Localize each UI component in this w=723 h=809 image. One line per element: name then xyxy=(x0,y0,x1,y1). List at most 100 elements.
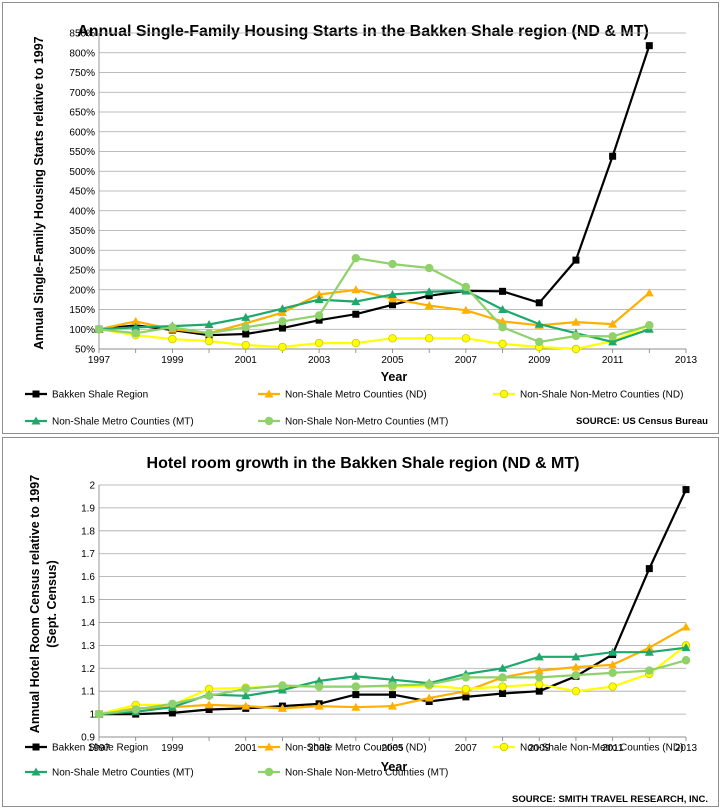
data-point xyxy=(277,304,287,313)
data-point xyxy=(462,693,470,701)
y-tick-label: 400% xyxy=(69,206,95,217)
data-point xyxy=(168,709,176,717)
housing-chart-panel: Annual Single-Family Housing Starts in t… xyxy=(2,2,719,434)
x-tick-label: 2013 xyxy=(675,743,698,754)
data-point xyxy=(131,329,140,338)
data-point xyxy=(498,305,508,313)
data-point xyxy=(608,660,618,669)
data-point xyxy=(499,742,509,752)
data-point xyxy=(389,301,396,309)
data-point xyxy=(352,691,360,699)
data-point xyxy=(388,681,397,690)
data-point xyxy=(315,316,323,324)
source-note: SOURCE: US Census Bureau xyxy=(576,416,708,427)
data-point xyxy=(32,743,40,751)
y-tick-label: 1.7 xyxy=(81,549,95,560)
data-point xyxy=(645,42,653,50)
data-point xyxy=(644,643,654,652)
x-tick-label: 1997 xyxy=(88,743,111,754)
x-tick-label: 2003 xyxy=(308,743,331,754)
data-point xyxy=(204,336,214,346)
data-point xyxy=(424,263,434,273)
y-tick-label: 450% xyxy=(69,187,95,198)
data-point xyxy=(424,334,434,343)
data-point xyxy=(461,305,471,314)
x-tick-label: 2007 xyxy=(455,355,478,366)
y-tick-label: 1.8 xyxy=(81,526,95,537)
legend: Bakken Shale Region Non-Shale Metro Count… xyxy=(25,389,683,428)
data-point xyxy=(498,339,507,349)
data-point xyxy=(498,682,507,691)
legend-item: Non-Shale Metro Counties (MT) xyxy=(25,416,194,428)
data-point xyxy=(131,322,141,331)
data-point xyxy=(314,295,324,304)
x-axis-title: Year xyxy=(381,760,408,774)
data-point xyxy=(681,643,691,652)
data-point xyxy=(681,622,691,631)
series-line xyxy=(98,257,650,343)
data-point xyxy=(352,310,360,318)
legend-item: Bakken Shale Region xyxy=(25,390,148,401)
x-tick-label: 2003 xyxy=(308,355,331,366)
data-point xyxy=(535,337,544,347)
gridlines xyxy=(99,32,686,350)
data-point xyxy=(389,691,396,699)
data-point xyxy=(351,253,361,263)
data-point xyxy=(461,684,471,694)
legend-item: Non-Shale Non-Metro Counties (MT) xyxy=(258,417,448,428)
legend-item: Bakken Shale Region xyxy=(25,743,148,754)
legend-item: Non-Shale Non-Metro Counties (MT) xyxy=(258,768,448,779)
y-tick-label: 0.9 xyxy=(81,733,95,744)
data-point xyxy=(94,709,104,719)
data-point xyxy=(204,320,214,329)
data-point xyxy=(314,676,324,685)
data-point xyxy=(204,700,214,709)
legend-item: Non-Shale Metro Counties (MT) xyxy=(25,767,194,779)
data-point xyxy=(571,662,581,671)
y-tick-label: 250% xyxy=(69,266,95,277)
data-point xyxy=(241,684,250,694)
data-point xyxy=(32,390,40,398)
y-tick-label: 100% xyxy=(69,325,95,336)
y-tick-label: 1.1 xyxy=(81,687,95,698)
series-line xyxy=(98,289,650,343)
data-point xyxy=(351,297,361,306)
data-point xyxy=(461,673,471,682)
data-point xyxy=(168,323,177,332)
x-tick-label: 2013 xyxy=(675,355,698,366)
x-tick-label: 2009 xyxy=(528,743,551,754)
data-point xyxy=(351,682,361,691)
source-note: SOURCE: SMITH TRAVEL RESEARCH, INC. xyxy=(512,794,708,805)
x-tick-label: 2005 xyxy=(381,355,404,366)
data-point xyxy=(424,680,434,689)
data-point xyxy=(425,292,433,300)
data-point xyxy=(424,287,434,296)
y-tick-label: 50% xyxy=(75,345,95,356)
data-point xyxy=(131,316,141,325)
legend: Bakken Shale Region Non-Shale Metro Count… xyxy=(25,742,683,779)
data-point xyxy=(571,344,581,354)
y-axis-title-line2: (Sept. Census) xyxy=(45,560,59,648)
data-point xyxy=(608,319,618,328)
x-tick-label: 2009 xyxy=(528,355,551,366)
data-point xyxy=(644,288,654,297)
data-point xyxy=(314,311,324,320)
data-point xyxy=(241,691,251,700)
y-tick-label: 800% xyxy=(69,48,95,59)
y-tick-label: 1.9 xyxy=(81,503,95,514)
x-tick-label: 1997 xyxy=(88,355,111,366)
data-point xyxy=(351,285,361,294)
y-tick-label: 1.5 xyxy=(81,595,95,606)
data-point xyxy=(499,689,507,697)
series xyxy=(94,253,654,347)
legend-label: Bakken Shale Region xyxy=(52,743,148,754)
data-point xyxy=(204,691,214,700)
data-point xyxy=(534,319,544,328)
y-tick-label: 750% xyxy=(69,68,95,79)
data-point xyxy=(388,289,397,298)
data-point xyxy=(498,323,507,332)
data-point xyxy=(277,703,287,712)
chart-title: Hotel room growth in the Bakken Shale re… xyxy=(147,455,580,472)
data-point xyxy=(571,670,581,680)
legend-label: Non-Shale Metro Counties (ND) xyxy=(285,743,427,754)
